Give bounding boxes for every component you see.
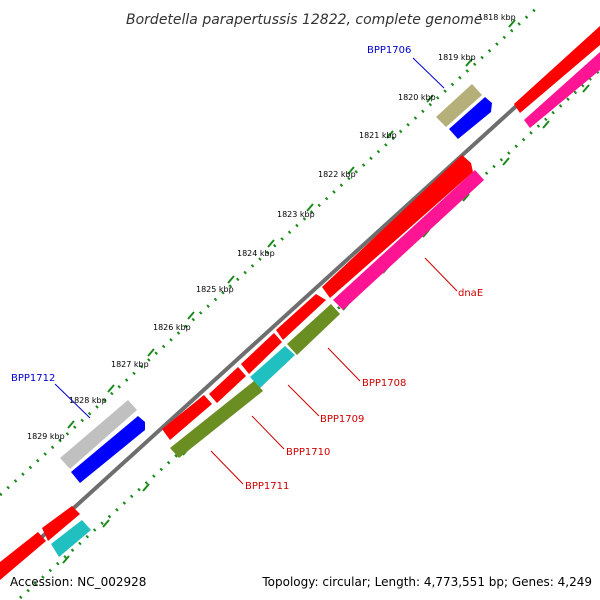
feature-top-right-red[interactable]	[514, 26, 600, 113]
genome-summary: Topology: circular; Length: 4,773,551 bp…	[261, 575, 592, 589]
ruler-label-1818: 1818 kbp	[478, 13, 516, 22]
feature-bpp1706[interactable]	[436, 84, 482, 127]
ruler-label-1821: 1821 kbp	[359, 131, 397, 140]
ruler-labels: 1818 kbp 1819 kbp 1820 kbp 1821 kbp 1822…	[27, 13, 516, 441]
label-dnae[interactable]: dnaE	[458, 288, 483, 299]
ruler-label-1819: 1819 kbp	[438, 53, 476, 62]
accession-text: Accession: NC_002928	[10, 575, 146, 589]
feature-bpp1712-grey[interactable]	[60, 400, 137, 469]
leader-bpp1710	[251, 415, 285, 450]
ruler-label-1822: 1822 kbp	[318, 170, 356, 179]
label-bpp1709[interactable]: BPP1709	[320, 414, 364, 425]
feature-bpp1710-olive[interactable]	[170, 381, 263, 458]
label-bpp1706[interactable]: BPP1706	[367, 45, 411, 56]
leader-bpp1709	[287, 384, 320, 417]
feature-bpp1712-blue[interactable]	[71, 416, 145, 483]
ruler-label-1827: 1827 kbp	[111, 360, 149, 369]
features	[0, 26, 600, 580]
feature-bpp1709-red[interactable]	[241, 333, 282, 374]
feature-bpp1710-red[interactable]	[209, 367, 246, 403]
map-title: Bordetella parapertussis 12822, complete…	[126, 12, 482, 28]
feature-bottom-red-2[interactable]	[0, 532, 46, 580]
feature-bpp1708-red[interactable]	[276, 294, 326, 340]
label-bpp1708[interactable]: BPP1708	[362, 378, 406, 389]
label-bpp1710[interactable]: BPP1710	[286, 447, 330, 458]
leader-bpp1711	[210, 450, 244, 485]
genome-backbone	[0, 28, 600, 577]
ruler-label-1824: 1824 kbp	[237, 249, 275, 258]
leader-bpp1708	[327, 347, 361, 382]
leader-dnae	[424, 257, 458, 292]
feature-bottom-red-1[interactable]	[42, 506, 80, 541]
label-bpp1711[interactable]: BPP1711	[245, 481, 289, 492]
ruler-label-1828: 1828 kbp	[69, 396, 107, 405]
feature-bpp1708-olive[interactable]	[287, 304, 340, 355]
gene-labels: BPP1706 dnaE BPP1708 BPP1709 BPP1710 BPP…	[11, 45, 483, 492]
feature-top-right-pink[interactable]	[524, 52, 600, 128]
feature-dnae-pink[interactable]	[333, 170, 484, 310]
ruler-label-1829: 1829 kbp	[27, 432, 65, 441]
feature-bpp1711-red[interactable]	[162, 395, 212, 440]
feature-bpp1709-cyan[interactable]	[250, 346, 295, 388]
feature-bottom-cyan[interactable]	[51, 520, 91, 557]
major-ticks	[67, 19, 516, 429]
feature-dnae-red[interactable]	[322, 155, 473, 298]
inner-tick-track	[18, 68, 600, 600]
ruler-label-1820: 1820 kbp	[398, 93, 436, 102]
ruler-label-1823: 1823 kbp	[277, 210, 315, 219]
outer-tick-track	[0, 3, 542, 497]
label-bpp1712[interactable]: BPP1712	[11, 373, 55, 384]
leader-bpp1712	[54, 383, 91, 419]
ruler-label-1825: 1825 kbp	[196, 285, 234, 294]
leader-bpp1706	[412, 57, 445, 89]
ruler-label-1826: 1826 kbp	[153, 323, 191, 332]
feature-bpp1706-blue[interactable]	[449, 97, 492, 139]
